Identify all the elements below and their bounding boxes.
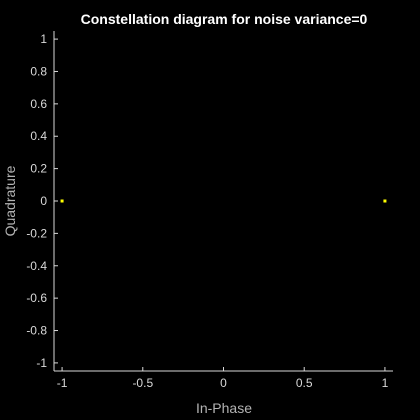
y-tick-label: 0.4 (30, 129, 47, 143)
y-tick-label: 0.2 (30, 162, 47, 176)
x-tick-label: 0 (220, 376, 227, 390)
y-axis-ticks: -1 -0.8 -0.6 -0.4 -0.2 0 0.2 0.4 0.6 0.8 1 (26, 32, 58, 370)
y-tick-label: 0 (40, 194, 47, 208)
data-points (60, 199, 387, 203)
constellation-point (383, 199, 387, 203)
x-axis-ticks: -1 -0.5 0 0.5 1 (57, 367, 389, 390)
chart-title: Constellation diagram for noise variance… (81, 11, 368, 27)
y-tick-label: -1 (36, 356, 47, 370)
x-tick-label: 1 (382, 376, 389, 390)
y-tick-label: 0.8 (30, 64, 47, 78)
x-tick-label: -1 (57, 376, 68, 390)
y-tick-label: 0.6 (30, 97, 47, 111)
y-tick-label: -0.2 (26, 226, 47, 240)
x-tick-label: -0.5 (132, 376, 153, 390)
x-axis-label: In-Phase (196, 400, 252, 416)
y-tick-label: -0.8 (26, 324, 47, 338)
y-tick-label: 1 (40, 32, 47, 46)
y-axis-label: Quadrature (2, 165, 18, 236)
x-tick-label: 0.5 (296, 376, 313, 390)
plot-area (54, 31, 393, 371)
y-tick-label: -0.6 (26, 291, 47, 305)
y-tick-label: -0.4 (26, 259, 47, 273)
constellation-point (60, 199, 64, 203)
